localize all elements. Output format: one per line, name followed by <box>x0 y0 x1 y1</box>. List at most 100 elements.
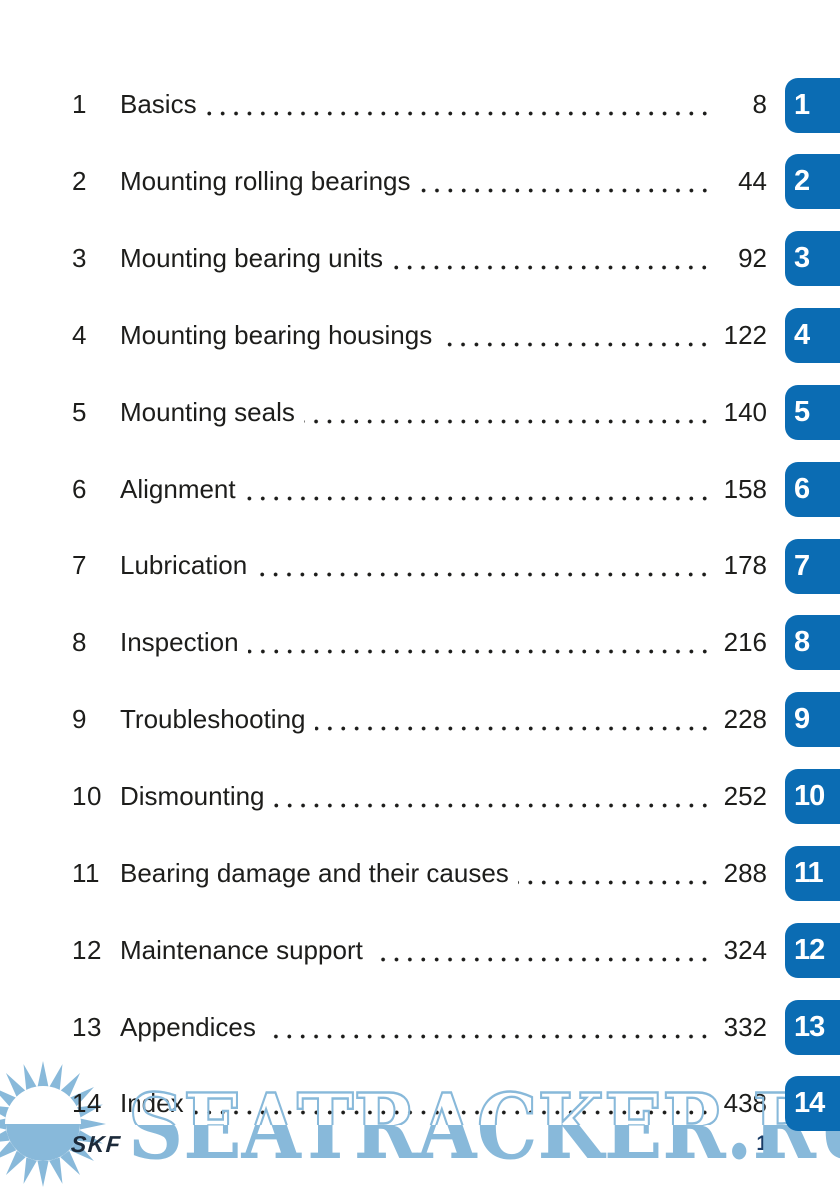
chapter-number: 5 <box>72 396 87 427</box>
chapter-title[interactable]: Inspection <box>120 627 239 658</box>
chapter-page-number[interactable]: 158 <box>723 473 767 504</box>
tab-number: 11 <box>794 856 824 889</box>
toc-row: 9 Troubleshooting 228 <box>72 681 767 758</box>
chapter-page-number[interactable]: 122 <box>723 319 767 350</box>
toc-row: 14 Index 438 <box>72 1065 767 1142</box>
chapter-number: 10 <box>72 781 102 812</box>
tab-number: 7 <box>794 549 810 582</box>
chapter-title[interactable]: Appendices <box>120 1011 256 1042</box>
chapter-tab-4[interactable]: 4 <box>785 308 840 364</box>
dot-leader <box>247 649 711 655</box>
chapter-tab-7[interactable]: 7 <box>785 538 840 594</box>
chapter-tab-6[interactable]: 6 <box>785 461 840 517</box>
toc-row: 4 Mounting bearing housings 122 <box>72 297 767 374</box>
dot-leader <box>264 1033 711 1039</box>
chapter-number: 8 <box>72 627 87 658</box>
chapter-page-number[interactable]: 92 <box>738 243 767 274</box>
chapter-title[interactable]: Basics <box>120 89 197 120</box>
chapter-title[interactable]: Alignment <box>120 473 236 504</box>
chapter-tab-2[interactable]: 2 <box>785 154 840 210</box>
toc-row: 2 Mounting rolling bearings 44 <box>72 143 767 220</box>
dot-leader <box>256 572 711 578</box>
tab-number: 3 <box>794 242 810 275</box>
dot-leader <box>441 341 711 347</box>
toc-row: 6 Alignment 158 <box>72 451 767 528</box>
chapter-tab-9[interactable]: 9 <box>785 692 840 748</box>
chapter-number: 6 <box>72 473 87 504</box>
tab-number: 9 <box>794 703 810 736</box>
chapter-tab-10[interactable]: 10 <box>785 769 840 825</box>
toc-row: 1 Basics 8 <box>72 67 767 144</box>
dot-leader <box>419 188 711 194</box>
tab-number: 6 <box>794 472 810 505</box>
chapter-tab-5[interactable]: 5 <box>785 384 840 440</box>
chapter-title[interactable]: Troubleshooting <box>120 704 306 735</box>
chapter-number: 9 <box>72 704 87 735</box>
dot-leader <box>192 1110 711 1116</box>
chapter-title[interactable]: Mounting seals <box>120 396 295 427</box>
tab-number: 8 <box>794 626 810 659</box>
chapter-tab-8[interactable]: 8 <box>785 615 840 671</box>
toc-row: 12 Maintenance support 324 <box>72 912 767 989</box>
chapter-title[interactable]: Mounting rolling bearings <box>120 166 411 197</box>
chapter-page-number[interactable]: 44 <box>738 166 767 197</box>
chapter-title[interactable]: Index <box>120 1088 184 1119</box>
chapter-title[interactable]: Lubrication <box>120 550 248 581</box>
chapter-tab-11[interactable]: 11 <box>785 845 840 901</box>
chapter-title[interactable]: Maintenance support <box>120 934 363 965</box>
tab-number: 14 <box>794 1087 825 1120</box>
chapter-number: 1 <box>72 89 87 120</box>
page-number: 1 <box>756 1132 768 1155</box>
chapter-title[interactable]: Mounting bearing units <box>120 243 384 274</box>
chapter-page-number[interactable]: 178 <box>723 550 767 581</box>
chapter-page-number[interactable]: 252 <box>723 781 767 812</box>
tab-number: 5 <box>794 395 810 428</box>
chapter-title[interactable]: Mounting bearing housings <box>120 319 433 350</box>
chapter-title[interactable]: Dismounting <box>120 781 265 812</box>
dot-leader <box>371 956 711 962</box>
toc-row: 8 Inspection 216 <box>72 604 767 681</box>
chapter-tab-3[interactable]: 3 <box>785 231 840 287</box>
tab-number: 13 <box>794 1010 825 1043</box>
chapter-tab-13[interactable]: 13 <box>785 999 840 1055</box>
dot-leader <box>303 418 711 424</box>
chapter-page-number[interactable]: 216 <box>723 627 767 658</box>
chapter-number: 11 <box>72 857 100 888</box>
chapter-number: 3 <box>72 243 87 274</box>
chapter-tab-1[interactable]: 1 <box>785 77 840 133</box>
tab-number: 10 <box>794 780 825 813</box>
chapter-page-number[interactable]: 332 <box>723 1011 767 1042</box>
chapter-number: 13 <box>72 1011 102 1042</box>
chapter-page-number[interactable]: 8 <box>752 89 767 120</box>
dot-leader <box>273 803 711 809</box>
tab-number: 2 <box>794 165 810 198</box>
chapter-number: 4 <box>72 319 87 350</box>
toc-row: 3 Mounting bearing units 92 <box>72 220 767 297</box>
tab-number: 12 <box>794 933 825 966</box>
chapter-tab-12[interactable]: 12 <box>785 922 840 978</box>
toc-row: 5 Mounting seals 140 <box>72 374 767 451</box>
chapter-page-number[interactable]: 438 <box>723 1088 767 1119</box>
tab-number: 1 <box>794 88 810 121</box>
dot-leader <box>517 879 711 885</box>
sun-icon <box>0 1061 106 1187</box>
chapter-tab-14[interactable]: 14 <box>785 1076 840 1132</box>
chapter-title[interactable]: Bearing damage and their causes <box>120 857 509 888</box>
tab-number: 4 <box>794 319 810 352</box>
chapter-page-number[interactable]: 324 <box>723 934 767 965</box>
dot-leader <box>314 726 711 732</box>
toc-row: 11 Bearing damage and their causes 288 <box>72 835 767 912</box>
chapter-number: 14 <box>72 1088 102 1119</box>
chapter-number: 7 <box>72 550 87 581</box>
dot-leader <box>205 111 711 117</box>
chapter-page-number[interactable]: 288 <box>723 857 767 888</box>
toc-row: 10 Dismounting 252 <box>72 758 767 835</box>
chapter-page-number[interactable]: 228 <box>723 704 767 735</box>
chapter-number: 2 <box>72 166 87 197</box>
chapter-page-number[interactable]: 140 <box>723 396 767 427</box>
toc-row: 13 Appendices 332 <box>72 989 767 1066</box>
dot-leader <box>392 265 711 271</box>
chapter-tab-rail: 1 2 3 4 5 6 7 8 9 10 11 12 13 14 <box>785 77 840 1154</box>
dot-leader <box>244 495 711 501</box>
